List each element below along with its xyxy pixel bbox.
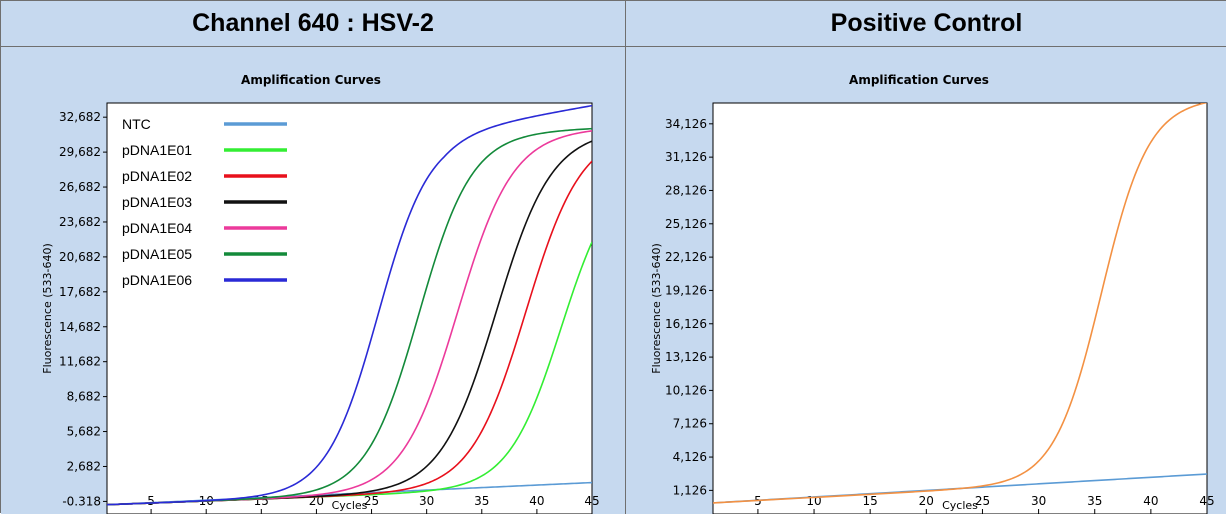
legend-label: pDNA1E02 bbox=[122, 168, 192, 184]
y-tick-label: 4,126 bbox=[673, 450, 707, 464]
y-tick-label: 23,682 bbox=[59, 215, 101, 229]
y-axis-label: Fluorescence (533-640) bbox=[650, 243, 663, 374]
y-tick-label: 10,126 bbox=[665, 383, 707, 397]
panel-divider bbox=[625, 1, 626, 514]
y-tick-label: 8,682 bbox=[67, 390, 101, 404]
x-tick-label: 45 bbox=[584, 494, 599, 508]
legend-label: pDNA1E04 bbox=[122, 220, 192, 236]
y-tick-label: 7,126 bbox=[673, 417, 707, 431]
x-tick-label: 35 bbox=[1087, 494, 1102, 508]
series-line-trace-1 bbox=[713, 103, 1207, 504]
y-tick-label: 5,682 bbox=[67, 425, 101, 439]
y-tick-label: 11,682 bbox=[59, 355, 101, 369]
y-tick-label: -0.318 bbox=[62, 494, 101, 508]
y-tick-label: 17,682 bbox=[59, 285, 101, 299]
series-group bbox=[107, 104, 592, 506]
panel-header: Positive Control bbox=[626, 1, 1226, 47]
legend-label: pDNA1E05 bbox=[122, 246, 192, 262]
y-tick-label: 1,126 bbox=[673, 483, 707, 497]
legend-label: NTC bbox=[122, 116, 151, 132]
y-tick-label: 14,682 bbox=[59, 320, 101, 334]
x-tick-label: 40 bbox=[529, 494, 544, 508]
y-axis-label: Fluorescence (533-640) bbox=[41, 243, 54, 374]
x-tick-label: 25 bbox=[975, 494, 990, 508]
x-tick-label: 5 bbox=[147, 494, 155, 508]
x-tick-label: 25 bbox=[364, 494, 379, 508]
panel-positive-control: Positive Control Amplification Curves 1,1… bbox=[626, 1, 1226, 514]
legend-label: pDNA1E06 bbox=[122, 272, 192, 288]
legend-label: pDNA1E01 bbox=[122, 142, 192, 158]
y-tick-label: 31,126 bbox=[665, 150, 707, 164]
y-tick-label: 26,682 bbox=[59, 180, 101, 194]
x-axis-label: Cycles bbox=[332, 499, 368, 512]
y-tick-label: 29,682 bbox=[59, 145, 101, 159]
y-tick-label: 20,682 bbox=[59, 250, 101, 264]
amplification-chart-positive-control: Amplification Curves 1,126 4,126 7,126 10,12… bbox=[650, 73, 1215, 514]
panel-header: Channel 640 : HSV-2 bbox=[1, 1, 625, 47]
x-tick-label: 30 bbox=[1031, 494, 1046, 508]
y-tick-label: 25,126 bbox=[665, 217, 707, 231]
chart-title: Amplification Curves bbox=[849, 73, 989, 87]
legend-label: pDNA1E03 bbox=[122, 194, 192, 210]
y-tick-label: 19,126 bbox=[665, 283, 707, 297]
x-tick-label: 40 bbox=[1143, 494, 1158, 508]
y-tick-label: 22,126 bbox=[665, 250, 707, 264]
amplification-chart-hsv2: Amplification Curves -0.318 2,682 5,682 8,68… bbox=[41, 73, 600, 514]
x-tick-label: 30 bbox=[419, 494, 434, 508]
plot-area bbox=[712, 102, 1208, 514]
chart-area: Amplification Curves 1,126 4,126 7,126 10,12… bbox=[626, 47, 1226, 514]
y-tick-label: 16,126 bbox=[665, 317, 707, 331]
x-tick-label: 45 bbox=[1199, 494, 1214, 508]
x-tick-label: 35 bbox=[474, 494, 489, 508]
x-axis-label: Cycles bbox=[942, 499, 978, 512]
y-tick-label: 13,126 bbox=[665, 350, 707, 364]
plot-area bbox=[106, 102, 593, 514]
series-group bbox=[713, 103, 1207, 504]
y-tick-label: 28,126 bbox=[665, 183, 707, 197]
chart-area: Amplification Curves -0.318 2,682 5,682 8,68… bbox=[1, 47, 625, 514]
chart-title: Amplification Curves bbox=[241, 73, 381, 87]
series-line-pdna1e06 bbox=[107, 104, 592, 506]
x-tick-label: 15 bbox=[863, 494, 878, 508]
y-tick-label: 2,682 bbox=[67, 459, 101, 473]
x-tick-label: 20 bbox=[919, 494, 934, 508]
panel-hsv2: Channel 640 : HSV-2 Amplification Curves… bbox=[1, 1, 625, 514]
y-tick-label: 34,126 bbox=[665, 117, 707, 131]
y-tick-label: 32,682 bbox=[59, 110, 101, 124]
